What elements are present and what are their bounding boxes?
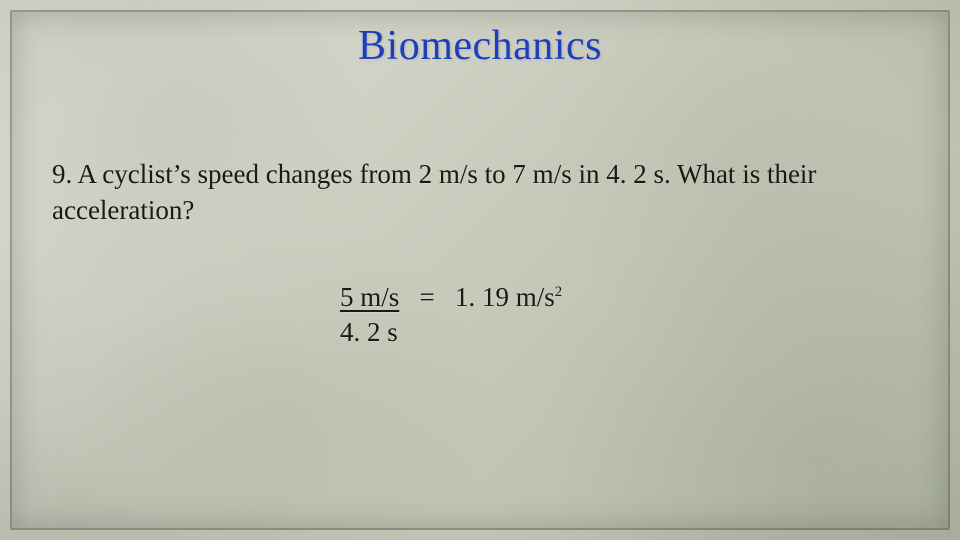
slide-title: Biomechanics [0,22,960,70]
fraction-denominator: 4. 2 s [340,317,562,348]
fraction-numerator: 5 m/s [340,282,399,312]
solution-line-1: 5 m/s = 1. 19 m/s2 [340,282,562,313]
equals-sign: = [420,282,435,312]
result-value: 1. 19 m/s [455,282,555,312]
slide: Biomechanics 9. A cyclist’s speed change… [0,0,960,540]
result-exponent: 2 [555,284,562,300]
worked-solution: 5 m/s = 1. 19 m/s2 4. 2 s [340,282,562,348]
question-text: 9. A cyclist’s speed changes from 2 m/s … [52,156,908,229]
